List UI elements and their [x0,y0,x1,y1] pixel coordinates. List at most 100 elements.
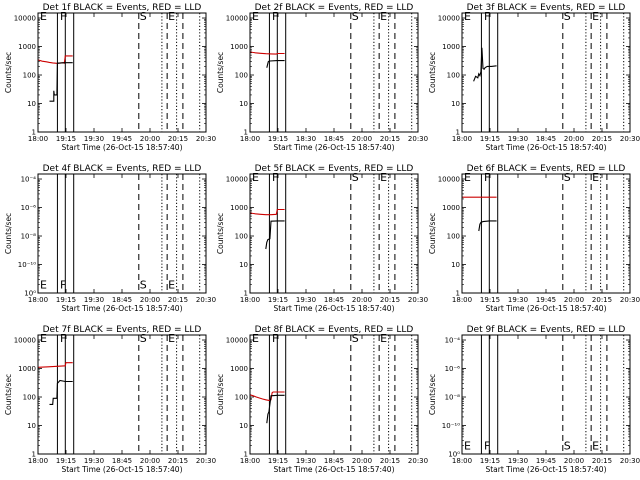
y-tick-label: 10000 [438,176,460,184]
y-tick-label: 10 [451,100,460,108]
y-tick-label: 1000 [442,43,460,51]
x-tick-label: 19:15 [56,296,76,304]
x-axis-label: Start Time (26-Oct-15 18:57:40) [273,304,394,313]
phase-marker-F: F [484,10,490,23]
phase-marker-S: S [140,278,147,291]
x-tick-label: 18:45 [536,135,556,143]
x-tick-label: 20:15 [168,296,188,304]
x-tick-label: 20:00 [352,296,372,304]
phase-marker-E: E [464,171,471,184]
y-tick-label: 10⁻⁶ [21,204,37,212]
x-tick-label: 20:30 [196,296,216,304]
phase-marker-F: F [272,171,278,184]
plot-area [250,335,413,454]
x-tick-label: 19:15 [480,296,500,304]
axes-frame [461,12,631,133]
y-tick-label: 10 [27,422,36,430]
events-series-line [266,394,285,424]
y-tick-label: 10 [451,261,460,269]
x-tick-label: 19:15 [56,457,76,465]
y-tick-label: 100 [235,233,248,241]
y-tick-label: 100 [23,72,36,80]
plot-area [462,174,625,293]
plot-area [250,174,413,293]
x-tick-label: 18:00 [452,296,472,304]
x-tick-label: 20:30 [196,135,216,143]
y-tick-label: 1 [32,451,36,459]
x-tick-label: 18:00 [240,135,260,143]
y-tick-label: 10⁻⁸ [445,394,461,402]
x-tick-label: 20:30 [620,296,640,304]
x-tick-label: 18:00 [452,457,472,465]
events-series-line [478,220,497,232]
panel-title: Det 5f BLACK = Events, RED = LLD [255,164,414,174]
lld-series-line [38,362,73,368]
phase-marker-E: E [252,332,259,345]
plot-area [38,13,201,132]
phase-marker-E: E [592,171,599,184]
x-tick-label: 20:00 [564,296,584,304]
x-tick-label: 18:45 [112,457,132,465]
y-tick-label: 10⁰ [448,451,460,459]
lld-series-line [250,391,285,401]
lld-series-line [250,208,285,216]
x-axis-label: Start Time (26-Oct-15 18:57:40) [485,465,606,474]
x-tick-label: 20:30 [620,457,640,465]
phase-marker-E: E [168,10,175,23]
x-tick-label: 19:45 [112,135,132,143]
x-tick-label: 18:45 [324,457,344,465]
phase-marker-E: E [168,278,175,291]
y-tick-label: 100 [23,394,36,402]
phase-marker-S: S [140,332,147,345]
y-tick-label: 1000 [230,43,248,51]
phase-marker-S: S [352,332,359,345]
plot-area [250,13,413,132]
x-tick-label: 19:15 [268,296,288,304]
phase-marker-E: E [40,10,47,23]
panel-title: Det 8f BLACK = Events, RED = LLD [255,325,414,335]
panel-title: Det 2f BLACK = Events, RED = LLD [255,3,414,13]
x-tick-label: 20:00 [564,135,584,143]
x-tick-label: 20:15 [168,135,188,143]
y-tick-label: 10 [239,261,248,269]
axes-frame [37,334,207,455]
x-tick-label: 19:30 [84,135,104,143]
x-tick-label: 18:30 [296,135,316,143]
plot-area [480,335,625,454]
y-axis-label: Counts/sec [4,52,13,93]
phase-marker-F: F [60,278,66,291]
phase-marker-S: S [352,10,359,23]
phase-marker-F: F [60,10,66,23]
x-tick-label: 20:15 [592,457,612,465]
y-tick-label: 10000 [226,15,248,23]
plot-area [473,13,625,132]
x-tick-label: 19:15 [268,135,288,143]
x-tick-label: 20:00 [352,457,372,465]
x-tick-label: 20:30 [408,135,428,143]
panel-title: Det 6f BLACK = Events, RED = LLD [467,164,626,174]
y-tick-label: 1000 [442,204,460,212]
phase-marker-S: S [564,439,571,452]
phase-marker-S: S [352,171,359,184]
x-tick-label: 19:30 [84,296,104,304]
y-tick-label: 1 [32,129,36,137]
y-tick-label: 10⁰ [24,290,36,298]
y-tick-label: 10⁻¹⁰ [442,422,460,430]
phase-marker-F: F [272,332,278,345]
x-tick-label: 20:15 [592,296,612,304]
phase-marker-E: E [592,439,599,452]
events-series-line [265,220,285,250]
phase-marker-E: E [464,10,471,23]
x-axis-label: Start Time (26-Oct-15 18:57:40) [61,304,182,313]
y-axis-label: Counts/sec [216,374,225,415]
x-tick-label: 20:30 [408,296,428,304]
phase-marker-E: E [252,171,259,184]
y-tick-label: 100 [235,394,248,402]
x-tick-label: 20:00 [140,296,160,304]
x-tick-label: 18:00 [28,296,48,304]
y-tick-label: 100 [447,233,460,241]
y-tick-label: 10000 [226,176,248,184]
x-tick-label: 20:30 [408,457,428,465]
